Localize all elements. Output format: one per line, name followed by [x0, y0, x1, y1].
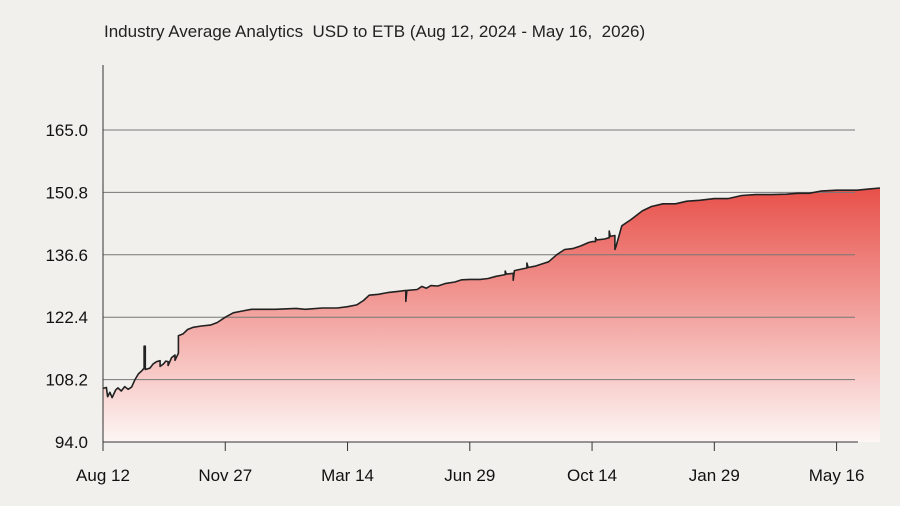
y-tick-label: 165.0 — [45, 121, 88, 140]
x-tick-label: Jan 29 — [689, 466, 740, 485]
series-area — [103, 188, 880, 442]
x-tick-label: May 16 — [809, 466, 865, 485]
y-tick-label: 150.8 — [45, 183, 88, 202]
x-tick-label: Mar 14 — [321, 466, 374, 485]
y-tick-label: 94.0 — [55, 433, 88, 452]
y-tick-label: 108.2 — [45, 371, 88, 390]
x-tick-label: Nov 27 — [198, 466, 252, 485]
y-tick-label: 122.4 — [45, 308, 88, 327]
series-line — [102, 187, 881, 399]
x-tick-label: Aug 12 — [76, 466, 130, 485]
x-tick-label: Oct 14 — [567, 466, 617, 485]
x-tick-label: Jun 29 — [444, 466, 495, 485]
y-tick-label: 136.6 — [45, 246, 88, 265]
chart-title: Industry Average Analytics USD to ETB (A… — [104, 22, 646, 41]
